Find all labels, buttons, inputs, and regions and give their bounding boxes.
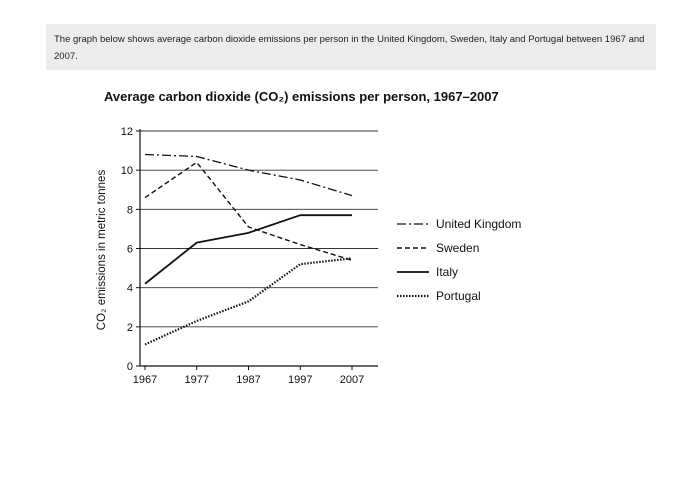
series-line-united-kingdom	[144, 153, 353, 197]
x-tick-label-1997: 1997	[288, 374, 312, 386]
y-tick-label-10: 10	[121, 165, 133, 177]
y-tick-label-0: 0	[127, 361, 133, 373]
x-tick-label-1987: 1987	[236, 374, 260, 386]
y-tick-label-2: 2	[127, 322, 133, 334]
y-tick-label-8: 8	[127, 204, 133, 216]
legend-label-sweden: Sweden	[436, 241, 479, 255]
y-tick-label-12: 12	[121, 126, 133, 138]
task-prompt-text: The graph below shows average carbon dio…	[54, 34, 645, 62]
series-line-italy	[144, 214, 352, 285]
legend-label-portugal: Portugal	[436, 289, 481, 303]
y-axis-label: CO₂ emissions in metric tonnes	[96, 170, 108, 331]
y-tick-label-4: 4	[127, 283, 133, 295]
x-tick-label-1967: 1967	[133, 374, 157, 386]
y-axis-ticks: 0 2 4 6 8 10 12	[121, 126, 140, 373]
chart-title: Average carbon dioxide (CO₂) emissions p…	[104, 89, 499, 104]
legend-label-italy: Italy	[436, 265, 458, 279]
x-tick-label-2007: 2007	[340, 374, 364, 386]
x-tick-label-1977: 1977	[185, 374, 209, 386]
series-line-sweden	[144, 161, 353, 261]
series-line-portugal	[144, 257, 353, 346]
chart-legend: United Kingdom Sweden Italy Portugal	[397, 217, 521, 303]
x-axis-ticks: 1967 1977 1987 1997 2007	[133, 366, 364, 386]
y-tick-label-6: 6	[127, 244, 133, 256]
chart-series	[144, 153, 353, 346]
task-prompt-box: The graph below shows average carbon dio…	[46, 24, 656, 70]
legend-label-united-kingdom: United Kingdom	[436, 217, 521, 231]
chart-gridlines	[140, 130, 378, 328]
